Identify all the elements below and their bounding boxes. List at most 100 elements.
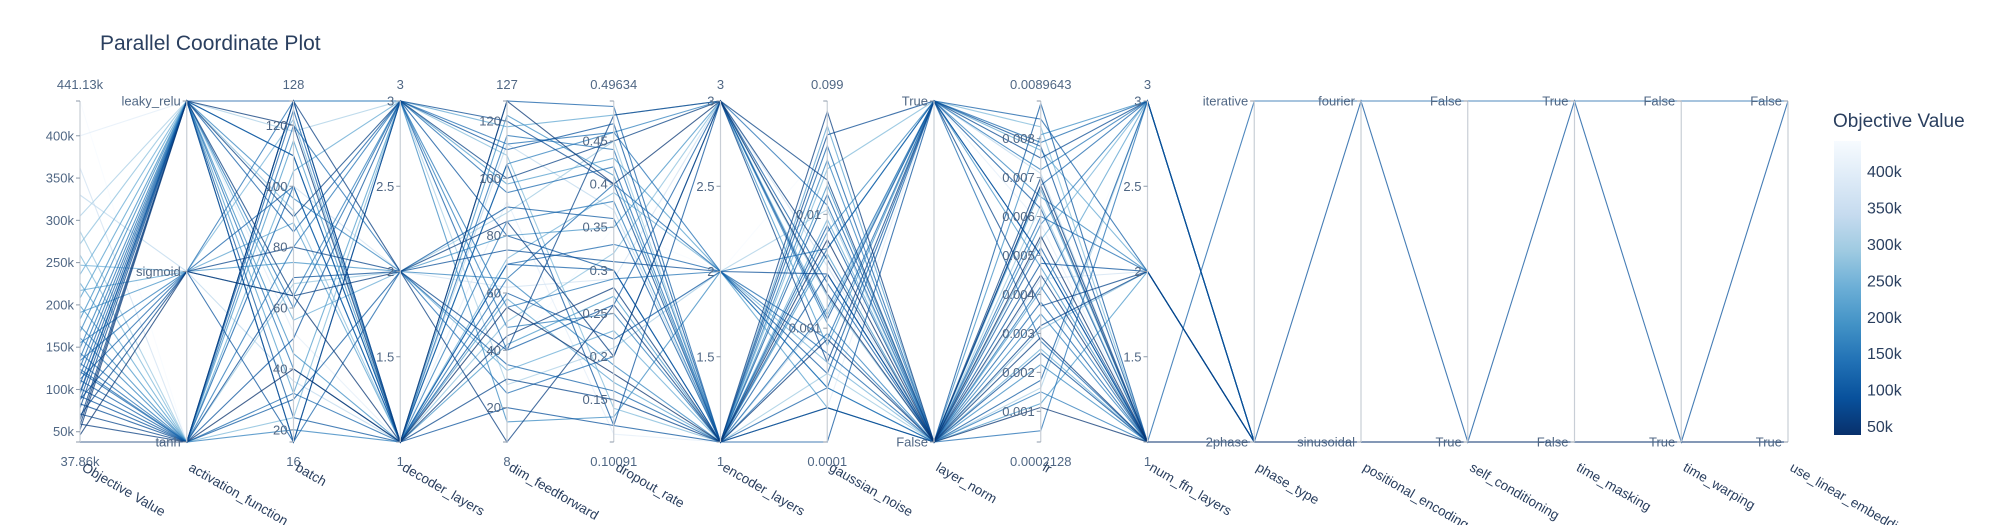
axis-range-min: 16 (286, 454, 300, 469)
axis-tick-label: 100 (479, 171, 501, 186)
axis-tick-label: 2phase (1206, 435, 1249, 450)
axis-tick-label: False (1750, 94, 1782, 109)
axis-label: activation_function (186, 460, 290, 525)
axis-tick-label: 350k (46, 171, 75, 186)
axis-lr[interactable]: 0.001 0.002 0.003 0.004 0.005 0.006 0.007 0.008… (1002, 77, 1071, 477)
axis-tick-label: 300k (46, 213, 75, 228)
axis-label: num_ffn_layers (1147, 460, 1234, 519)
axis-tick-label: 0.008 (1002, 131, 1035, 146)
axis-tick-label: leaky_relu (121, 94, 180, 109)
axis-tick-label: 1.5 (696, 349, 714, 364)
axis-tick-label: 120 (479, 114, 501, 129)
colorbar-ticks: 50k 100k 150k 200k 250k 300k 350k 400k (1867, 164, 1903, 436)
axis-tick-label: 150k (46, 340, 75, 355)
axis-tick-label: 80 (487, 228, 501, 243)
axis-self-conditioning[interactable]: True False self_conditioning (1430, 94, 1562, 523)
axis-label: positional_encoding (1361, 460, 1472, 525)
colorbar-tick-label: 100k (1867, 383, 1903, 400)
axis-tick-label: 250k (46, 255, 75, 270)
axis-tick-label: iterative (1203, 94, 1249, 109)
axis-tick-label: True (902, 94, 928, 109)
axis-tick-label: False (1643, 94, 1675, 109)
axis-tick-label: 2.5 (376, 179, 394, 194)
axis-range-max: 0.49634 (590, 77, 637, 92)
axis-tick-label: 80 (273, 240, 287, 255)
axis-tick-label: 0.001 (1002, 404, 1035, 419)
axis-tick-label: True (1649, 435, 1675, 450)
colorbar-tick-label: 250k (1867, 273, 1903, 290)
axis-tick-label: True (1542, 94, 1568, 109)
axis-tick-label: 0.002 (1002, 365, 1035, 380)
axis-tick-label: 100 (266, 179, 288, 194)
axis-range-max: 127 (496, 77, 518, 92)
axis-tick-label: 60 (487, 285, 501, 300)
colorbar-tick-label: 350k (1867, 200, 1903, 217)
axis-label: layer_norm (934, 460, 1000, 507)
axis-tick-label: 0.001 (789, 321, 822, 336)
axis-tick-label: 2.5 (696, 179, 714, 194)
colorbar-title: Objective Value (1833, 111, 1965, 132)
axis-tick-label: 3 (1134, 94, 1141, 109)
axis-label: time_warping (1681, 460, 1758, 513)
axis-Objective Value[interactable]: 50k 100k 150k 200k 250k 300k 350k 400k 441.13k 37… (46, 77, 168, 519)
axis-tick-label: 1.5 (1123, 349, 1141, 364)
axis-tick-label: fourier (1318, 94, 1356, 109)
axis-tick-label: 2 (1134, 264, 1141, 279)
colorbar-tick-label: 400k (1867, 164, 1903, 181)
axis-range-max: 3 (1144, 77, 1151, 92)
axis-tick-label: 0.005 (1002, 248, 1035, 263)
axis-label: use_linear_embedding (1788, 460, 1914, 525)
axis-label: self_conditioning (1467, 460, 1562, 523)
colorbar-tick-label: 300k (1867, 237, 1903, 254)
colorbar: Objective Value 50k 100k 150k 200k 250k 300k 3… (1833, 111, 1965, 436)
axis-range-max: 3 (397, 77, 404, 92)
axis-tick-label: 3 (707, 94, 714, 109)
axis-time-warping[interactable]: True False time_warping (1643, 94, 1757, 513)
axis-range-max: 0.099 (811, 77, 844, 92)
axis-tick-label: 0.007 (1002, 170, 1035, 185)
axis-range-min: 0.0002128 (1010, 454, 1071, 469)
axis-tick-label: 40 (273, 361, 287, 376)
axis-tick-label: False (896, 435, 928, 450)
axis-tick-label: 60 (273, 301, 287, 316)
axis-label: decoder_layers (400, 460, 488, 519)
axis-tick-label: 1.5 (376, 349, 394, 364)
axis-tick-label: 0.3 (590, 263, 608, 278)
axis-label: encoder_layers (720, 460, 808, 519)
axis-range-min: 0.10091 (590, 454, 637, 469)
axis-label: Objective Value (80, 460, 169, 520)
axis-range-min: 1 (397, 454, 404, 469)
axis-tick-label: 0.01 (796, 207, 821, 222)
axis-range-min: 8 (503, 454, 510, 469)
axis-label: dim_feedforward (507, 460, 602, 523)
axis-range-max: 441.13k (57, 77, 104, 92)
axis-tick-label: 0.35 (582, 220, 607, 235)
axis-tick-label: 20 (273, 422, 287, 437)
axis-positional-encoding[interactable]: sinusoidal fourier positional_encoding (1297, 94, 1471, 525)
axis-tick-label: True (1436, 435, 1462, 450)
axis-tick-label: 40 (487, 343, 501, 358)
axis-tick-label: 200k (46, 297, 75, 312)
axis-label: dropout_rate (613, 460, 687, 511)
axis-tick-label: sigmoid (136, 264, 181, 279)
axis-tick-label: True (1756, 435, 1782, 450)
axis-tick-label: False (1430, 94, 1462, 109)
axis-tick-label: tanh (155, 435, 180, 450)
axis-time-masking[interactable]: False True time_masking (1537, 94, 1654, 515)
axis-tick-label: 0.45 (582, 133, 607, 148)
chart-title: Parallel Coordinate Plot (100, 32, 321, 55)
axis-tick-label: 3 (387, 94, 394, 109)
axis-range-min: 1 (1144, 454, 1151, 469)
axis-range-max: 3 (717, 77, 724, 92)
axis-tick-label: 0.2 (590, 349, 608, 364)
axis-range-min: 1 (717, 454, 724, 469)
axis-tick-label: 0.003 (1002, 326, 1035, 341)
axis-range-max: 0.0089643 (1010, 77, 1071, 92)
axis-tick-label: 20 (487, 400, 501, 415)
axis-tick-label: 50k (53, 424, 74, 439)
axis-tick-label: 0.4 (590, 177, 608, 192)
axis-label: batch (293, 460, 329, 490)
